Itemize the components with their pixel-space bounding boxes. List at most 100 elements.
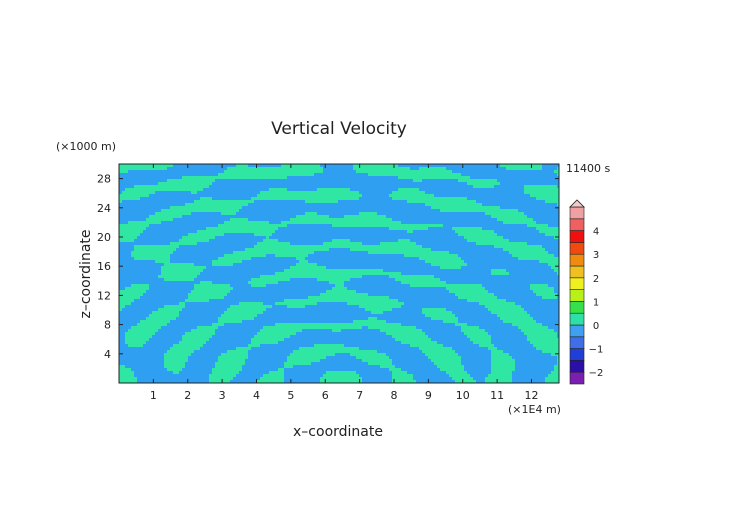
field-cell-positive <box>332 224 443 227</box>
field-cell-positive <box>386 332 425 335</box>
field-cell-positive <box>488 347 497 350</box>
field-cell-positive <box>398 176 470 179</box>
field-cell-positive <box>170 242 197 245</box>
field-cell-positive <box>254 233 272 236</box>
field-cell-positive <box>215 365 242 368</box>
field-cell-positive <box>407 230 413 233</box>
field-cell-positive <box>149 314 179 317</box>
colorbar-segment <box>569 265 585 279</box>
field-cell-positive <box>164 353 191 356</box>
field-cell-positive <box>119 380 137 383</box>
field-cell-positive <box>368 362 392 365</box>
field-cell-positive <box>284 299 398 302</box>
field-cell-positive <box>134 257 170 260</box>
field-cell-positive <box>164 359 188 362</box>
field-cell-positive <box>362 359 392 362</box>
field-cell-positive <box>524 332 557 335</box>
x-tick-label: 1 <box>150 389 157 402</box>
field-cell-positive <box>371 311 383 314</box>
field-cell-positive <box>188 296 224 299</box>
field-cell-positive <box>449 290 488 293</box>
field-cell-positive <box>191 329 215 332</box>
field-cell-positive <box>227 308 266 311</box>
field-cell-positive <box>128 329 158 332</box>
field-cell-positive <box>209 377 233 380</box>
field-cell-positive <box>146 218 173 221</box>
field-cell-positive <box>446 287 485 290</box>
field-cell-positive <box>542 350 559 353</box>
field-cell-positive <box>389 275 434 278</box>
field-cell-positive <box>491 269 506 272</box>
field-cell-positive <box>128 221 161 224</box>
field-cell-positive <box>419 347 452 350</box>
field-cell-positive <box>434 362 461 365</box>
field-cell-positive <box>446 371 467 374</box>
field-cell-positive <box>251 341 278 344</box>
field-cell-positive <box>392 371 407 374</box>
field-cell-positive <box>443 320 458 323</box>
field-cell-positive <box>206 227 278 230</box>
field-cell-positive <box>347 302 404 305</box>
field-cell-positive <box>269 371 284 374</box>
field-cell-positive <box>245 248 329 251</box>
field-cell-positive <box>182 338 209 341</box>
field-cell-positive <box>290 266 326 269</box>
field-cell-positive <box>407 200 476 203</box>
field-cell-positive <box>218 320 242 323</box>
field-cell-positive <box>197 326 218 329</box>
field-cell-positive <box>440 266 461 269</box>
field-cell-positive <box>554 170 559 173</box>
field-cell-positive <box>545 233 559 236</box>
field-cell-positive <box>491 368 515 371</box>
field-cell-positive <box>218 173 314 176</box>
field-cell-positive <box>458 179 497 182</box>
field-cell-positive <box>161 266 206 269</box>
field-cell-positive <box>260 377 284 380</box>
field-cell-positive <box>440 368 464 371</box>
field-cell-positive <box>353 320 386 323</box>
field-cell-positive <box>350 248 431 251</box>
field-cell-positive <box>161 272 200 275</box>
field-cell-positive <box>134 185 209 188</box>
field-cell-positive <box>119 170 128 173</box>
field-cell-positive <box>395 278 440 281</box>
field-cell-positive <box>392 377 413 380</box>
field-cell-positive <box>287 359 320 362</box>
field-cell-positive <box>125 341 146 344</box>
field-cell-positive <box>227 167 323 170</box>
field-cell-positive <box>332 239 350 242</box>
field-cell-positive <box>236 347 251 350</box>
field-cell-positive <box>548 263 559 266</box>
x-axis-ticks: 1 2 3 4 5 6 7 8 9 10 11 12 <box>150 164 539 402</box>
colorbar-segment <box>569 277 585 290</box>
x-tick-label: 10 <box>456 389 470 402</box>
field-cell-positive <box>254 335 290 338</box>
field-cell-positive <box>533 344 559 347</box>
field-cell-positive <box>329 281 344 284</box>
field-cell-positive <box>197 230 275 233</box>
field-cell-positive <box>287 305 305 308</box>
field-cell-positive <box>119 365 125 368</box>
field-cell-positive <box>299 260 308 263</box>
field-cell-positive <box>119 371 134 374</box>
colorbar-tick-label: −2 <box>589 368 604 379</box>
field-cell-positive <box>488 308 524 311</box>
field-cell-positive <box>497 314 530 317</box>
field-cell-positive <box>296 257 305 260</box>
field-cell-positive <box>353 167 410 170</box>
x-tick-label: 7 <box>356 389 363 402</box>
field-cell-positive <box>533 290 554 293</box>
field-cell-positive <box>545 380 559 383</box>
field-cell-positive <box>422 308 446 311</box>
field-cell-positive <box>398 188 419 191</box>
field-cell-positive <box>230 218 248 221</box>
field-cell-positive <box>305 200 338 203</box>
field-cell-positive <box>119 290 146 293</box>
field-cell-positive <box>296 215 329 218</box>
field-cell-positive <box>284 269 383 272</box>
field-cell-positive <box>314 344 344 347</box>
field-cell-positive <box>224 254 266 257</box>
field-cell-positive <box>119 239 134 242</box>
field-cell-positive <box>425 314 455 317</box>
field-cell-positive <box>491 350 503 353</box>
